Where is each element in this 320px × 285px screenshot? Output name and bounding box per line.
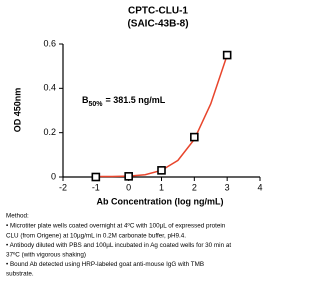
fit-curve [95,54,228,178]
data-point [190,132,199,142]
x-tick-label: 4 [257,182,262,192]
method-line: • Bound Ab detected using HRP-labeled go… [6,261,204,268]
y-tick-label: 0.2 [43,127,56,137]
y-tick-label: 0.4 [43,83,56,93]
x-axis-title: Ab Concentration (log ng/mL) [97,196,224,206]
chart: CPTC-CLU-1 (SAIC-43B-8) OD 450nm Ab Conc… [6,6,263,278]
method-line: substrate. [6,271,34,278]
chart-subtitle: (SAIC-43B-8) [127,19,188,30]
data-point [91,172,101,182]
data-point [157,166,166,175]
annotation-main: B [82,95,89,105]
annotation-subscript: 50% [89,101,104,108]
method-title: Method: [6,213,29,220]
data-point [124,172,133,181]
y-axis-title: OD 450nm [12,88,22,133]
method-notes: Method: • Microtiter plate wells coated … [6,213,231,278]
y-tick-label: 0 [51,171,56,181]
x-tick-label: 0 [126,182,131,192]
annotation: B50% = 381.5 ng/mL [82,95,166,107]
method-line: • Antibody diluted with PBS and 100µL in… [6,242,231,249]
x-tick-label: 2 [192,182,197,192]
x-tick-label: -1 [92,182,100,192]
y-tick-label: 0.6 [43,38,56,48]
method-line: 37ºC (with vigorous shaking) [6,251,86,258]
x-tick-label: 1 [159,182,164,192]
method-line: CLU (from Origene) at 10µg/mL in 0.2M ca… [6,232,186,239]
data-point [222,50,232,60]
annotation-rest: = 381.5 ng/mL [106,95,166,105]
chart-title: CPTC-CLU-1 [128,6,188,17]
method-line: • Microtiter plate wells coated overnigh… [6,223,226,230]
x-tick-label: 3 [225,182,230,192]
x-tick-label: -2 [59,182,67,192]
